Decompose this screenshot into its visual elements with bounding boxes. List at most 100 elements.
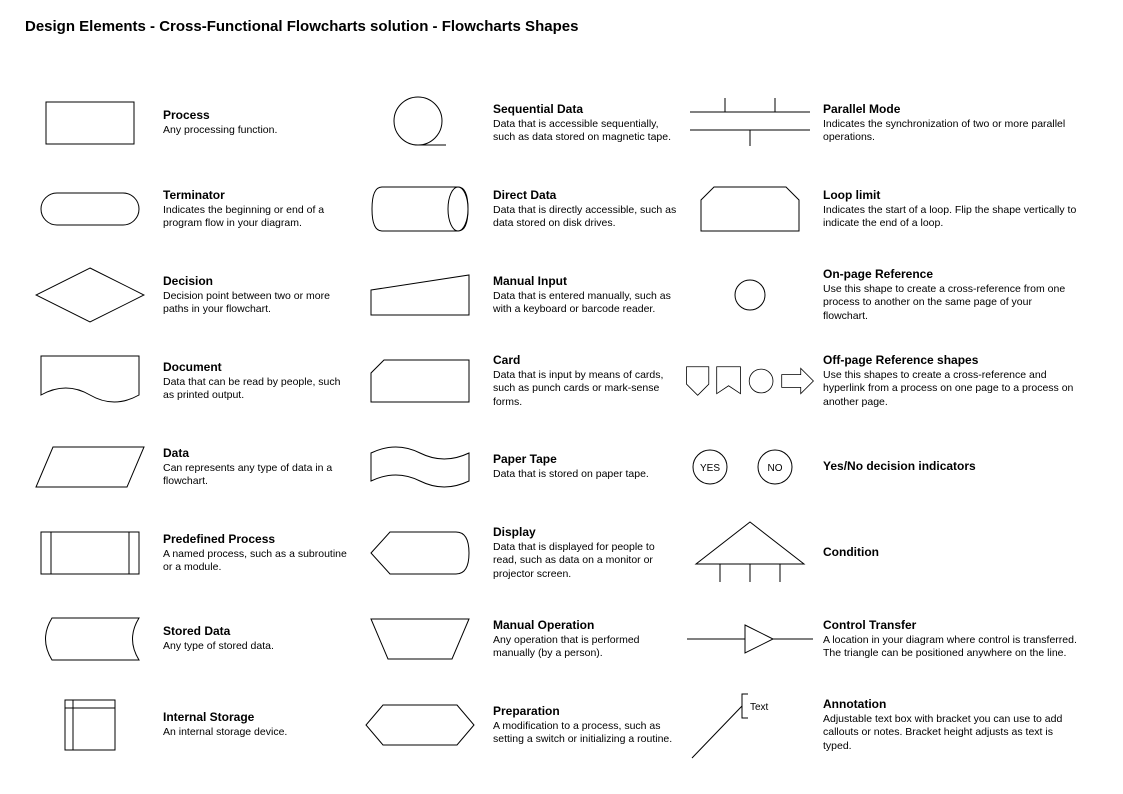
shape-label: Off-page Reference shapes (823, 353, 1077, 367)
shape-text-yesno: Yes/No decision indicators (815, 459, 1085, 475)
shape-text-annotation: Annotation Adjustable text box with brack… (815, 697, 1085, 752)
shapes-grid: ProcessAny processing function. Terminato… (25, 80, 1085, 768)
shape-desc: Indicates the beginning or end of a prog… (163, 204, 347, 230)
shape-desc: Any processing function. (163, 124, 347, 137)
shape-cell-internal: Internal Storage An internal storage devi… (25, 682, 355, 768)
shape-desc: Any type of stored data. (163, 640, 347, 653)
internal-icon (25, 699, 155, 751)
shape-text-offpage: Off-page Reference shapes Use this shapes… (815, 353, 1085, 408)
shape-desc: A named process, such as a subroutine or… (163, 548, 347, 574)
stored-icon (25, 617, 155, 661)
shape-label: Yes/No decision indicators (823, 459, 1077, 473)
shape-desc: Data that is displayed for people to rea… (493, 541, 677, 580)
shape-text-display: Display Data that is displayed for people… (485, 525, 685, 580)
shape-label: Parallel Mode (823, 102, 1077, 116)
shape-label: Internal Storage (163, 710, 347, 724)
shape-cell-looplimit: Loop limitIndicates the start of a loop.… (685, 166, 1085, 252)
shape-cell-card: CardData that is input by means of cards… (355, 338, 685, 424)
shape-cell-directdata: Direct DataData that is directly accessi… (355, 166, 685, 252)
shape-text-decision: DecisionDecision point between two or mo… (155, 274, 355, 316)
shape-label: Paper Tape (493, 452, 677, 466)
shape-text-seqdata: Sequential DataData that is accessible s… (485, 102, 685, 144)
shape-desc: Decision point between two or more paths… (163, 290, 347, 316)
shape-desc: Can represents any type of data in a flo… (163, 462, 347, 488)
document-icon (25, 355, 155, 407)
shape-cell-process: ProcessAny processing function. (25, 80, 355, 166)
shape-cell-terminator: Terminator Indicates the beginning or end… (25, 166, 355, 252)
shape-text-data: DataCan represents any type of data in a… (155, 446, 355, 488)
shape-text-stored: Stored Data Any type of stored data. (155, 624, 355, 653)
yesno-icon: YESNO (685, 447, 815, 487)
shape-text-condition: Condition (815, 545, 1085, 561)
shape-cell-controltransfer: Control Transfer A location in your diagr… (685, 596, 1085, 682)
shape-desc: Use this shape to create a cross-referen… (823, 283, 1077, 322)
shape-text-manualop: Manual OperationAny operation that is pe… (485, 618, 685, 660)
shape-cell-predefined: Predefined Process A named process, such … (25, 510, 355, 596)
shape-label: Condition (823, 545, 1077, 559)
directdata-icon (355, 186, 485, 232)
svg-text:Text: Text (750, 702, 769, 713)
shape-cell-offpage: Off-page Reference shapes Use this shapes… (685, 338, 1085, 424)
shape-cell-onpage: On-page ReferenceUse this shape to creat… (685, 252, 1085, 338)
shape-cell-document: Document Data that can be read by people,… (25, 338, 355, 424)
shape-cell-manualop: Manual OperationAny operation that is pe… (355, 596, 685, 682)
looplimit-icon (685, 186, 815, 232)
svg-text:NO: NO (768, 463, 783, 474)
shape-label: Display (493, 525, 677, 539)
shape-label: Stored Data (163, 624, 347, 638)
shape-desc: Data that is stored on paper tape. (493, 468, 677, 481)
shape-text-internal: Internal Storage An internal storage devi… (155, 710, 355, 739)
shape-desc: An internal storage device. (163, 726, 347, 739)
preparation-icon (355, 704, 485, 746)
data-icon (25, 446, 155, 488)
terminator-icon (25, 192, 155, 226)
shape-label: Manual Input (493, 274, 677, 288)
controltransfer-icon (685, 621, 815, 657)
manualop-icon (355, 618, 485, 660)
decision-icon (25, 267, 155, 323)
shape-text-directdata: Direct DataData that is directly accessi… (485, 188, 685, 230)
papertape-icon (355, 445, 485, 489)
shape-text-looplimit: Loop limitIndicates the start of a loop.… (815, 188, 1085, 230)
shape-cell-condition: Condition (685, 510, 1085, 596)
shape-cell-papertape: Paper Tape Data that is stored on paper t… (355, 424, 685, 510)
offpage-icon (685, 361, 815, 401)
process-icon (25, 101, 155, 145)
shape-label: Predefined Process (163, 532, 347, 546)
shape-cell-manualinput: Manual Input Data that is entered manuall… (355, 252, 685, 338)
shape-label: Direct Data (493, 188, 677, 202)
shape-cell-yesno: YESNO Yes/No decision indicators (685, 424, 1085, 510)
shape-text-document: Document Data that can be read by people,… (155, 360, 355, 402)
onpage-icon (685, 276, 815, 314)
shape-label: Terminator (163, 188, 347, 202)
shape-cell-decision: DecisionDecision point between two or mo… (25, 252, 355, 338)
shape-desc: Data that can be read by people, such as… (163, 376, 347, 402)
shape-cell-seqdata: Sequential DataData that is accessible s… (355, 80, 685, 166)
shape-cell-preparation: PreparationA modification to a process, … (355, 682, 685, 768)
shape-text-preparation: PreparationA modification to a process, … (485, 704, 685, 746)
shape-desc: Adjustable text box with bracket you can… (823, 713, 1077, 752)
shape-label: Document (163, 360, 347, 374)
display-icon (355, 531, 485, 575)
shape-desc: Use this shapes to create a cross-refere… (823, 369, 1077, 408)
shape-label: Manual Operation (493, 618, 677, 632)
shape-label: Loop limit (823, 188, 1077, 202)
shape-label: Control Transfer (823, 618, 1077, 632)
shape-desc: A location in your diagram where control… (823, 634, 1077, 660)
shape-text-card: CardData that is input by means of cards… (485, 353, 685, 408)
shape-label: Card (493, 353, 677, 367)
seqdata-icon (355, 95, 485, 151)
shape-text-process: ProcessAny processing function. (155, 108, 355, 137)
shape-label: Annotation (823, 697, 1077, 711)
shape-desc: Data that is entered manually, such as w… (493, 290, 677, 316)
shape-text-manualinput: Manual Input Data that is entered manuall… (485, 274, 685, 316)
shape-label: Preparation (493, 704, 677, 718)
shape-cell-stored: Stored Data Any type of stored data. (25, 596, 355, 682)
card-icon (355, 359, 485, 403)
parallel-icon (685, 96, 815, 150)
shape-text-controltransfer: Control Transfer A location in your diagr… (815, 618, 1085, 660)
annotation-icon: Text (685, 690, 815, 760)
shape-cell-display: Display Data that is displayed for people… (355, 510, 685, 596)
predefined-icon (25, 531, 155, 575)
condition-icon (685, 520, 815, 586)
